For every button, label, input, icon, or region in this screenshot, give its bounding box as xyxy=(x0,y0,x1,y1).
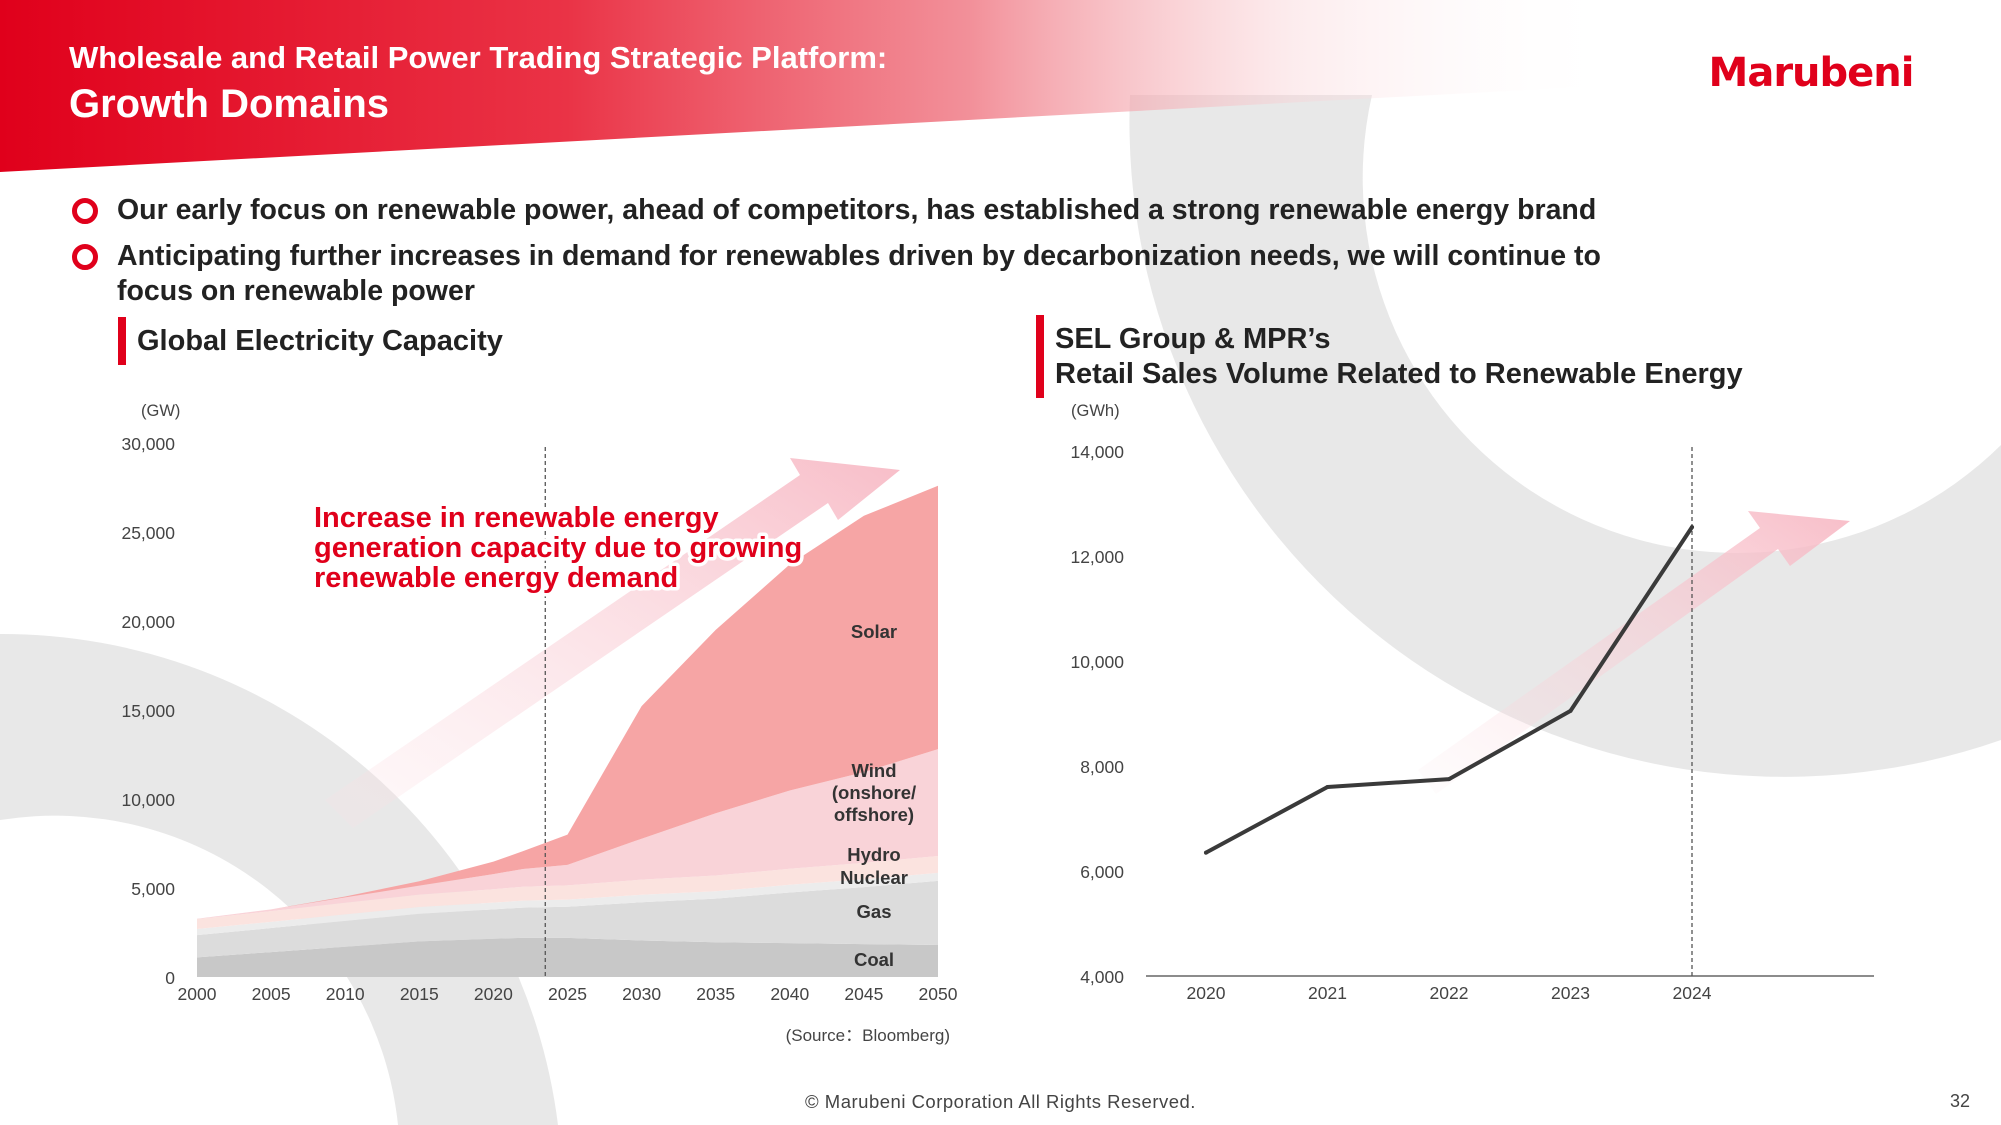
area-series-2 xyxy=(197,872,938,936)
y-tick-label: 25,000 xyxy=(121,523,175,543)
bullet-item-2: Anticipating further increases in demand… xyxy=(72,239,1672,275)
y-tick-label: 5,000 xyxy=(131,879,175,899)
x-tick-label: 2020 xyxy=(474,984,513,1004)
x-tick-label: 2023 xyxy=(1551,983,1590,1003)
x-tick-label: 2021 xyxy=(1308,983,1347,1003)
annotation-line-2: renewable energy demand xyxy=(314,562,678,594)
bullet-ring-icon xyxy=(72,244,98,270)
chart-source-note: (Source：Bloomberg) xyxy=(785,1026,950,1045)
right-section-title-line1: SEL Group & MPR’s xyxy=(1055,323,1331,355)
area-series-3 xyxy=(197,855,938,929)
series-label-1: Gas xyxy=(857,901,892,922)
annotation-outline-line-2: renewable energy demand xyxy=(314,562,678,594)
y-axis-unit-label: (GWh) xyxy=(1071,402,1120,420)
series-label-2: Nuclear xyxy=(840,867,908,888)
area-series-5 xyxy=(197,485,938,919)
right-section-accent-bar xyxy=(1036,315,1044,398)
annotation-line-0: Increase in renewable energy xyxy=(314,502,719,534)
x-tick-label: 2024 xyxy=(1673,983,1712,1003)
area-series-4 xyxy=(197,749,938,920)
data-point-2023 xyxy=(1568,708,1573,713)
series-label-0: Coal xyxy=(854,949,894,970)
bullet-item-2-continued: focus on renewable power xyxy=(72,274,1672,310)
y-tick-label: 12,000 xyxy=(1070,547,1124,567)
bullet-text-1: Our early focus on renewable power, ahea… xyxy=(117,194,1597,226)
x-tick-label: 2000 xyxy=(178,984,217,1004)
x-tick-label: 2022 xyxy=(1430,983,1469,1003)
annotation-outline-line-0: Increase in renewable energy xyxy=(314,502,719,534)
series-label-3: Hydro xyxy=(847,844,900,865)
y-tick-label: 10,000 xyxy=(121,790,175,810)
marubeni-logo: Marubeni xyxy=(1709,50,1915,92)
y-axis-unit-label: (GW) xyxy=(141,402,180,420)
y-tick-label: 6,000 xyxy=(1080,862,1124,882)
annotation-line-1: generation capacity due to growing xyxy=(314,532,802,564)
series-label-4: Wind (onshore/offshore) xyxy=(832,760,916,825)
bullet-item-1: Our early focus on renewable power, ahea… xyxy=(72,193,1672,229)
x-tick-label: 2015 xyxy=(400,984,439,1004)
x-tick-label: 2010 xyxy=(326,984,365,1004)
y-tick-label: 10,000 xyxy=(1070,652,1124,672)
x-tick-label: 2030 xyxy=(622,984,661,1004)
area-series-1 xyxy=(197,880,938,958)
svg-text:Marubeni: Marubeni xyxy=(1709,50,1914,92)
area-series-0 xyxy=(197,937,938,977)
y-tick-label: 30,000 xyxy=(121,434,175,454)
data-point-2024 xyxy=(1690,525,1694,530)
y-tick-label: 14,000 xyxy=(1070,442,1124,462)
x-tick-label: 2005 xyxy=(252,984,291,1004)
y-tick-label: 0 xyxy=(165,968,175,988)
x-tick-label: 2025 xyxy=(548,984,587,1004)
left-section-accent-bar xyxy=(118,317,126,365)
right-section-title-line2: Retail Sales Volume Related to Renewable… xyxy=(1055,358,1743,390)
page-number: 32 xyxy=(1949,1091,1970,1111)
y-tick-label: 4,000 xyxy=(1080,967,1124,987)
x-tick-label: 2045 xyxy=(844,984,883,1004)
bullet-ring-icon xyxy=(72,198,98,224)
bullet-text-2-continued: focus on renewable power xyxy=(117,275,475,307)
page-title-line2: Growth Domains xyxy=(69,82,390,126)
y-tick-label: 8,000 xyxy=(1080,757,1124,777)
data-point-2021 xyxy=(1325,785,1330,789)
x-tick-label: 2035 xyxy=(696,984,735,1004)
series-label-5: Solar xyxy=(851,621,897,642)
left-section-title: Global Electricity Capacity xyxy=(137,325,503,357)
page-title-line1: Wholesale and Retail Power Trading Strat… xyxy=(69,40,888,75)
annotation-outline-line-1: generation capacity due to growing xyxy=(314,532,802,564)
sales-volume-line xyxy=(1204,525,1694,855)
footer-copyright: © Marubeni Corporation All Rights Reserv… xyxy=(805,1091,1196,1112)
y-tick-label: 20,000 xyxy=(121,612,175,632)
data-point-2020 xyxy=(1204,850,1208,855)
data-point-2022 xyxy=(1447,777,1451,782)
x-tick-label: 2050 xyxy=(919,984,958,1004)
y-tick-label: 15,000 xyxy=(121,701,175,721)
bullet-text-2: Anticipating further increases in demand… xyxy=(117,240,1601,272)
x-tick-label: 2020 xyxy=(1187,983,1226,1003)
x-tick-label: 2040 xyxy=(770,984,809,1004)
